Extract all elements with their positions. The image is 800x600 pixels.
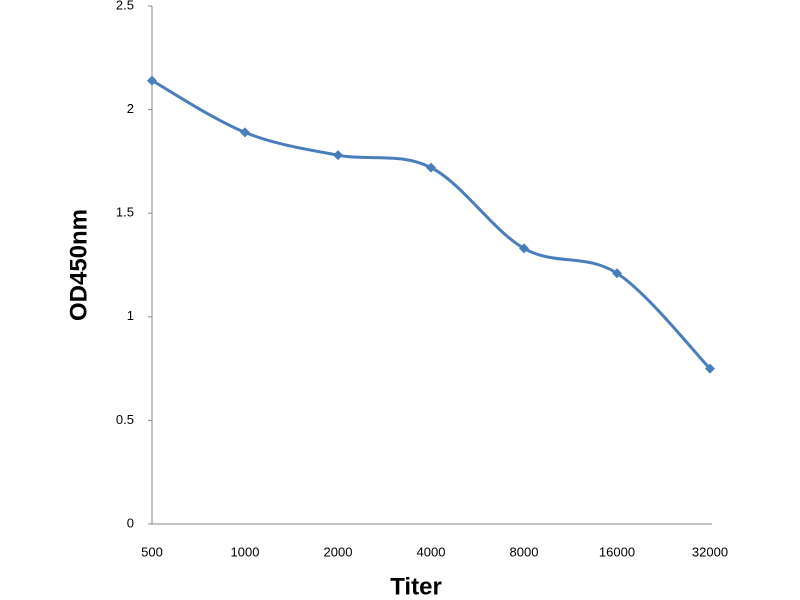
marker [426,162,436,173]
y-tick-label: 0 [127,515,134,530]
y-tick-label: 0.5 [116,412,134,427]
x-tick-label: 500 [141,544,163,559]
x-axis-title: Titer [390,573,442,600]
marker [612,268,622,279]
x-tick-label: 4000 [417,544,446,559]
x-tick-label: 2000 [324,544,353,559]
line [151,79,712,370]
x-tick-label: 32000 [692,544,728,559]
marker [147,75,157,86]
marker [240,127,250,138]
y-tick-label: 1 [127,308,134,323]
y-tick-label: 2 [127,101,134,116]
y-tick-label: 2.5 [116,0,134,12]
marker [333,150,343,161]
x-tick-label: 8000 [510,544,539,559]
marker [519,243,529,254]
marker [705,363,715,374]
y-tick-label: 1.5 [116,205,134,220]
x-tick-label: 16000 [599,544,635,559]
x-tick-label: 1000 [231,544,260,559]
y-axis-title: OD450nm [65,209,92,321]
